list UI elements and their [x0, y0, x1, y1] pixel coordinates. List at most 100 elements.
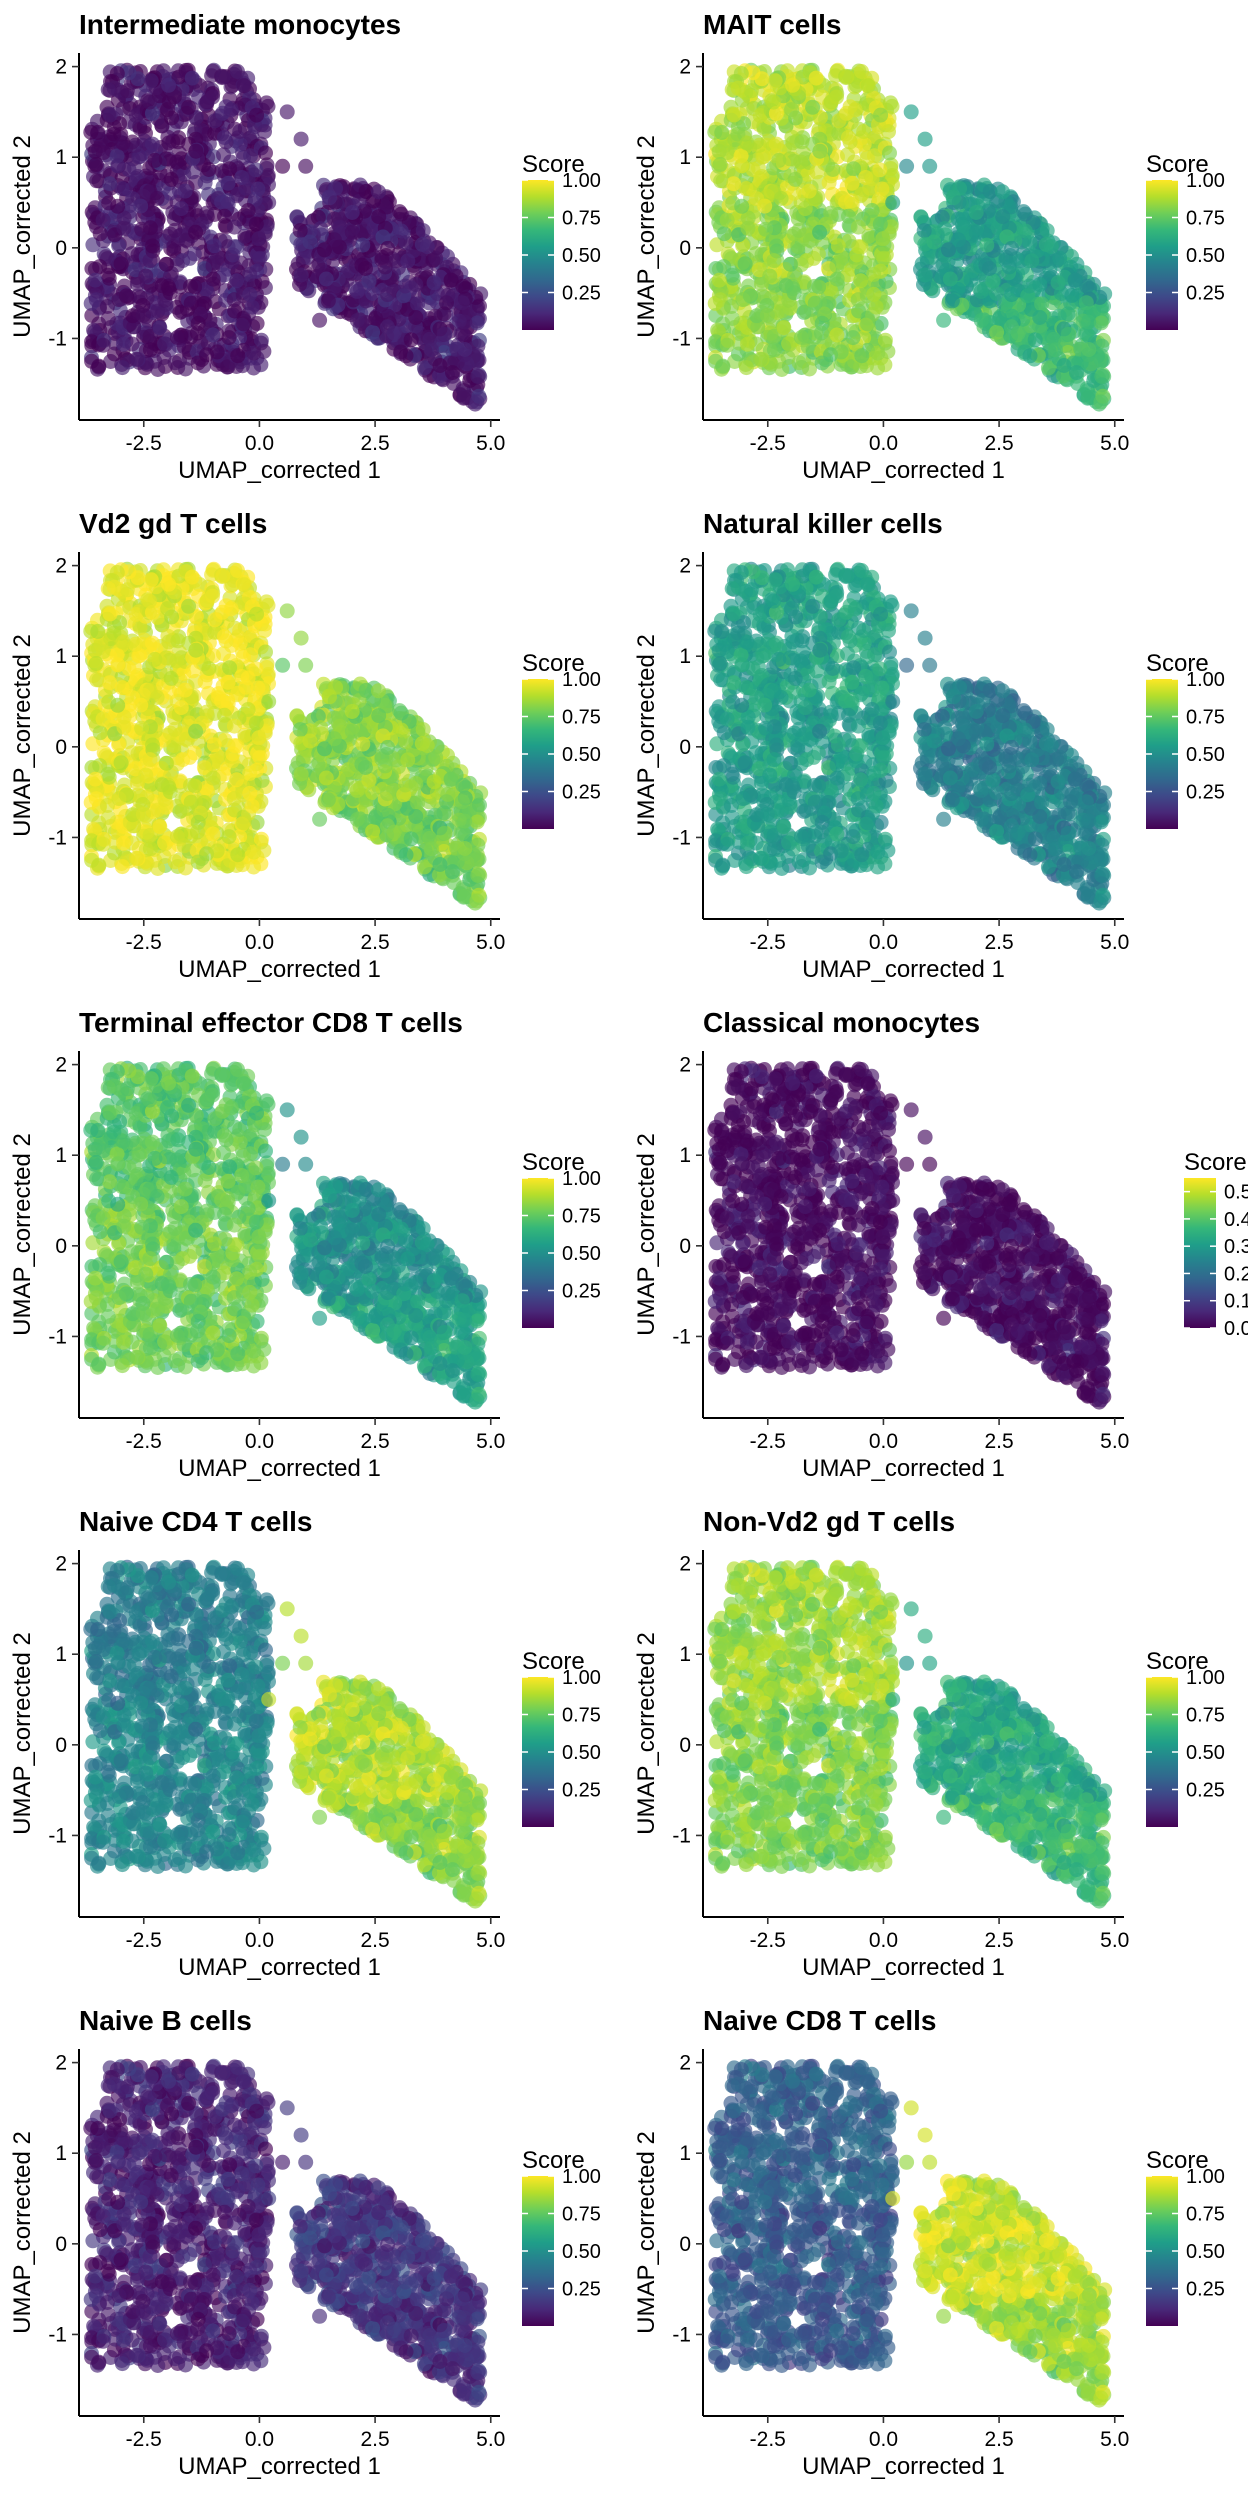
data-point — [222, 660, 238, 676]
data-point — [161, 576, 177, 592]
data-point — [739, 135, 755, 151]
data-point — [320, 293, 336, 309]
data-point — [244, 299, 260, 315]
data-point — [867, 148, 882, 164]
data-point — [134, 720, 150, 736]
data-point — [408, 310, 424, 325]
data-point — [230, 847, 246, 863]
data-point — [973, 313, 989, 328]
data-point — [913, 209, 929, 225]
data-point — [95, 337, 111, 353]
data-point — [717, 137, 733, 153]
data-point — [90, 623, 106, 639]
data-point — [138, 767, 154, 783]
data-point — [176, 838, 192, 854]
data-point — [868, 299, 884, 315]
data-point — [743, 83, 759, 99]
x-tick-label: 0.0 — [245, 432, 274, 455]
data-point — [229, 772, 245, 788]
data-point — [1024, 253, 1040, 269]
data-point — [167, 222, 183, 238]
data-point — [723, 299, 739, 314]
data-point — [114, 360, 130, 376]
panel-1: Intermediate monocytes-2.5 0.0 2.5 5.0-1012… — [9, 9, 601, 484]
x-tick-label: 5.0 — [476, 432, 505, 455]
data-point — [979, 237, 995, 253]
data-point — [243, 647, 258, 663]
data-point — [93, 137, 109, 153]
data-point — [870, 345, 886, 361]
data-point — [1022, 348, 1038, 364]
data-point — [95, 836, 111, 852]
data-point — [236, 577, 252, 593]
data-point — [289, 209, 305, 225]
data-point — [143, 73, 159, 89]
data-point — [968, 205, 984, 220]
data-point — [1047, 342, 1063, 358]
data-point — [230, 64, 245, 79]
data-point — [188, 143, 204, 159]
data-point — [410, 296, 426, 312]
data-point — [899, 158, 915, 174]
data-point — [768, 136, 784, 152]
data-point — [110, 158, 126, 174]
data-point — [158, 755, 174, 771]
data-point — [152, 320, 168, 336]
data-point — [1043, 239, 1059, 255]
data-point — [207, 612, 223, 628]
data-point — [850, 219, 866, 235]
data-point — [130, 570, 146, 586]
data-point — [130, 71, 146, 87]
data-point — [142, 593, 157, 609]
data-point — [791, 222, 807, 238]
data-point — [854, 186, 870, 202]
data-point — [138, 268, 154, 284]
data-point — [403, 332, 419, 348]
x-tick-label: 2.5 — [360, 432, 389, 455]
data-point — [917, 131, 933, 147]
data-point — [100, 82, 116, 98]
data-point — [293, 267, 309, 283]
data-point — [457, 314, 473, 330]
data-point — [142, 253, 158, 269]
data-point — [398, 235, 414, 251]
data-point — [275, 158, 291, 174]
data-point — [926, 234, 942, 250]
y-tick-label: 1 — [55, 146, 67, 169]
data-point — [766, 253, 782, 269]
data-point — [469, 352, 485, 368]
data-point — [206, 737, 222, 753]
data-point — [992, 310, 1008, 326]
data-point — [773, 191, 789, 206]
data-point — [794, 134, 810, 150]
data-point — [205, 89, 220, 105]
data-point — [942, 271, 958, 287]
data-point — [787, 171, 803, 187]
data-point — [762, 268, 778, 284]
data-point — [313, 221, 329, 237]
data-point — [821, 175, 837, 191]
data-point — [392, 204, 407, 220]
data-point — [87, 771, 103, 787]
data-point — [223, 601, 239, 617]
data-point — [226, 718, 242, 734]
data-point — [163, 670, 179, 686]
data-point — [128, 351, 144, 367]
data-point — [115, 135, 131, 151]
data-point — [225, 247, 241, 263]
data-point — [1022, 235, 1038, 251]
data-point — [232, 635, 248, 651]
data-point — [850, 292, 866, 308]
data-point — [216, 629, 232, 644]
data-point — [207, 113, 223, 129]
y-tick-label: 2 — [679, 56, 691, 79]
data-point — [185, 164, 201, 180]
data-point — [145, 238, 160, 254]
data-point — [92, 725, 108, 741]
data-point — [252, 749, 268, 765]
data-point — [380, 240, 396, 256]
data-point — [248, 216, 264, 232]
data-point — [1081, 342, 1097, 357]
panel-title: Intermediate monocytes — [79, 9, 401, 40]
data-point — [170, 134, 186, 150]
